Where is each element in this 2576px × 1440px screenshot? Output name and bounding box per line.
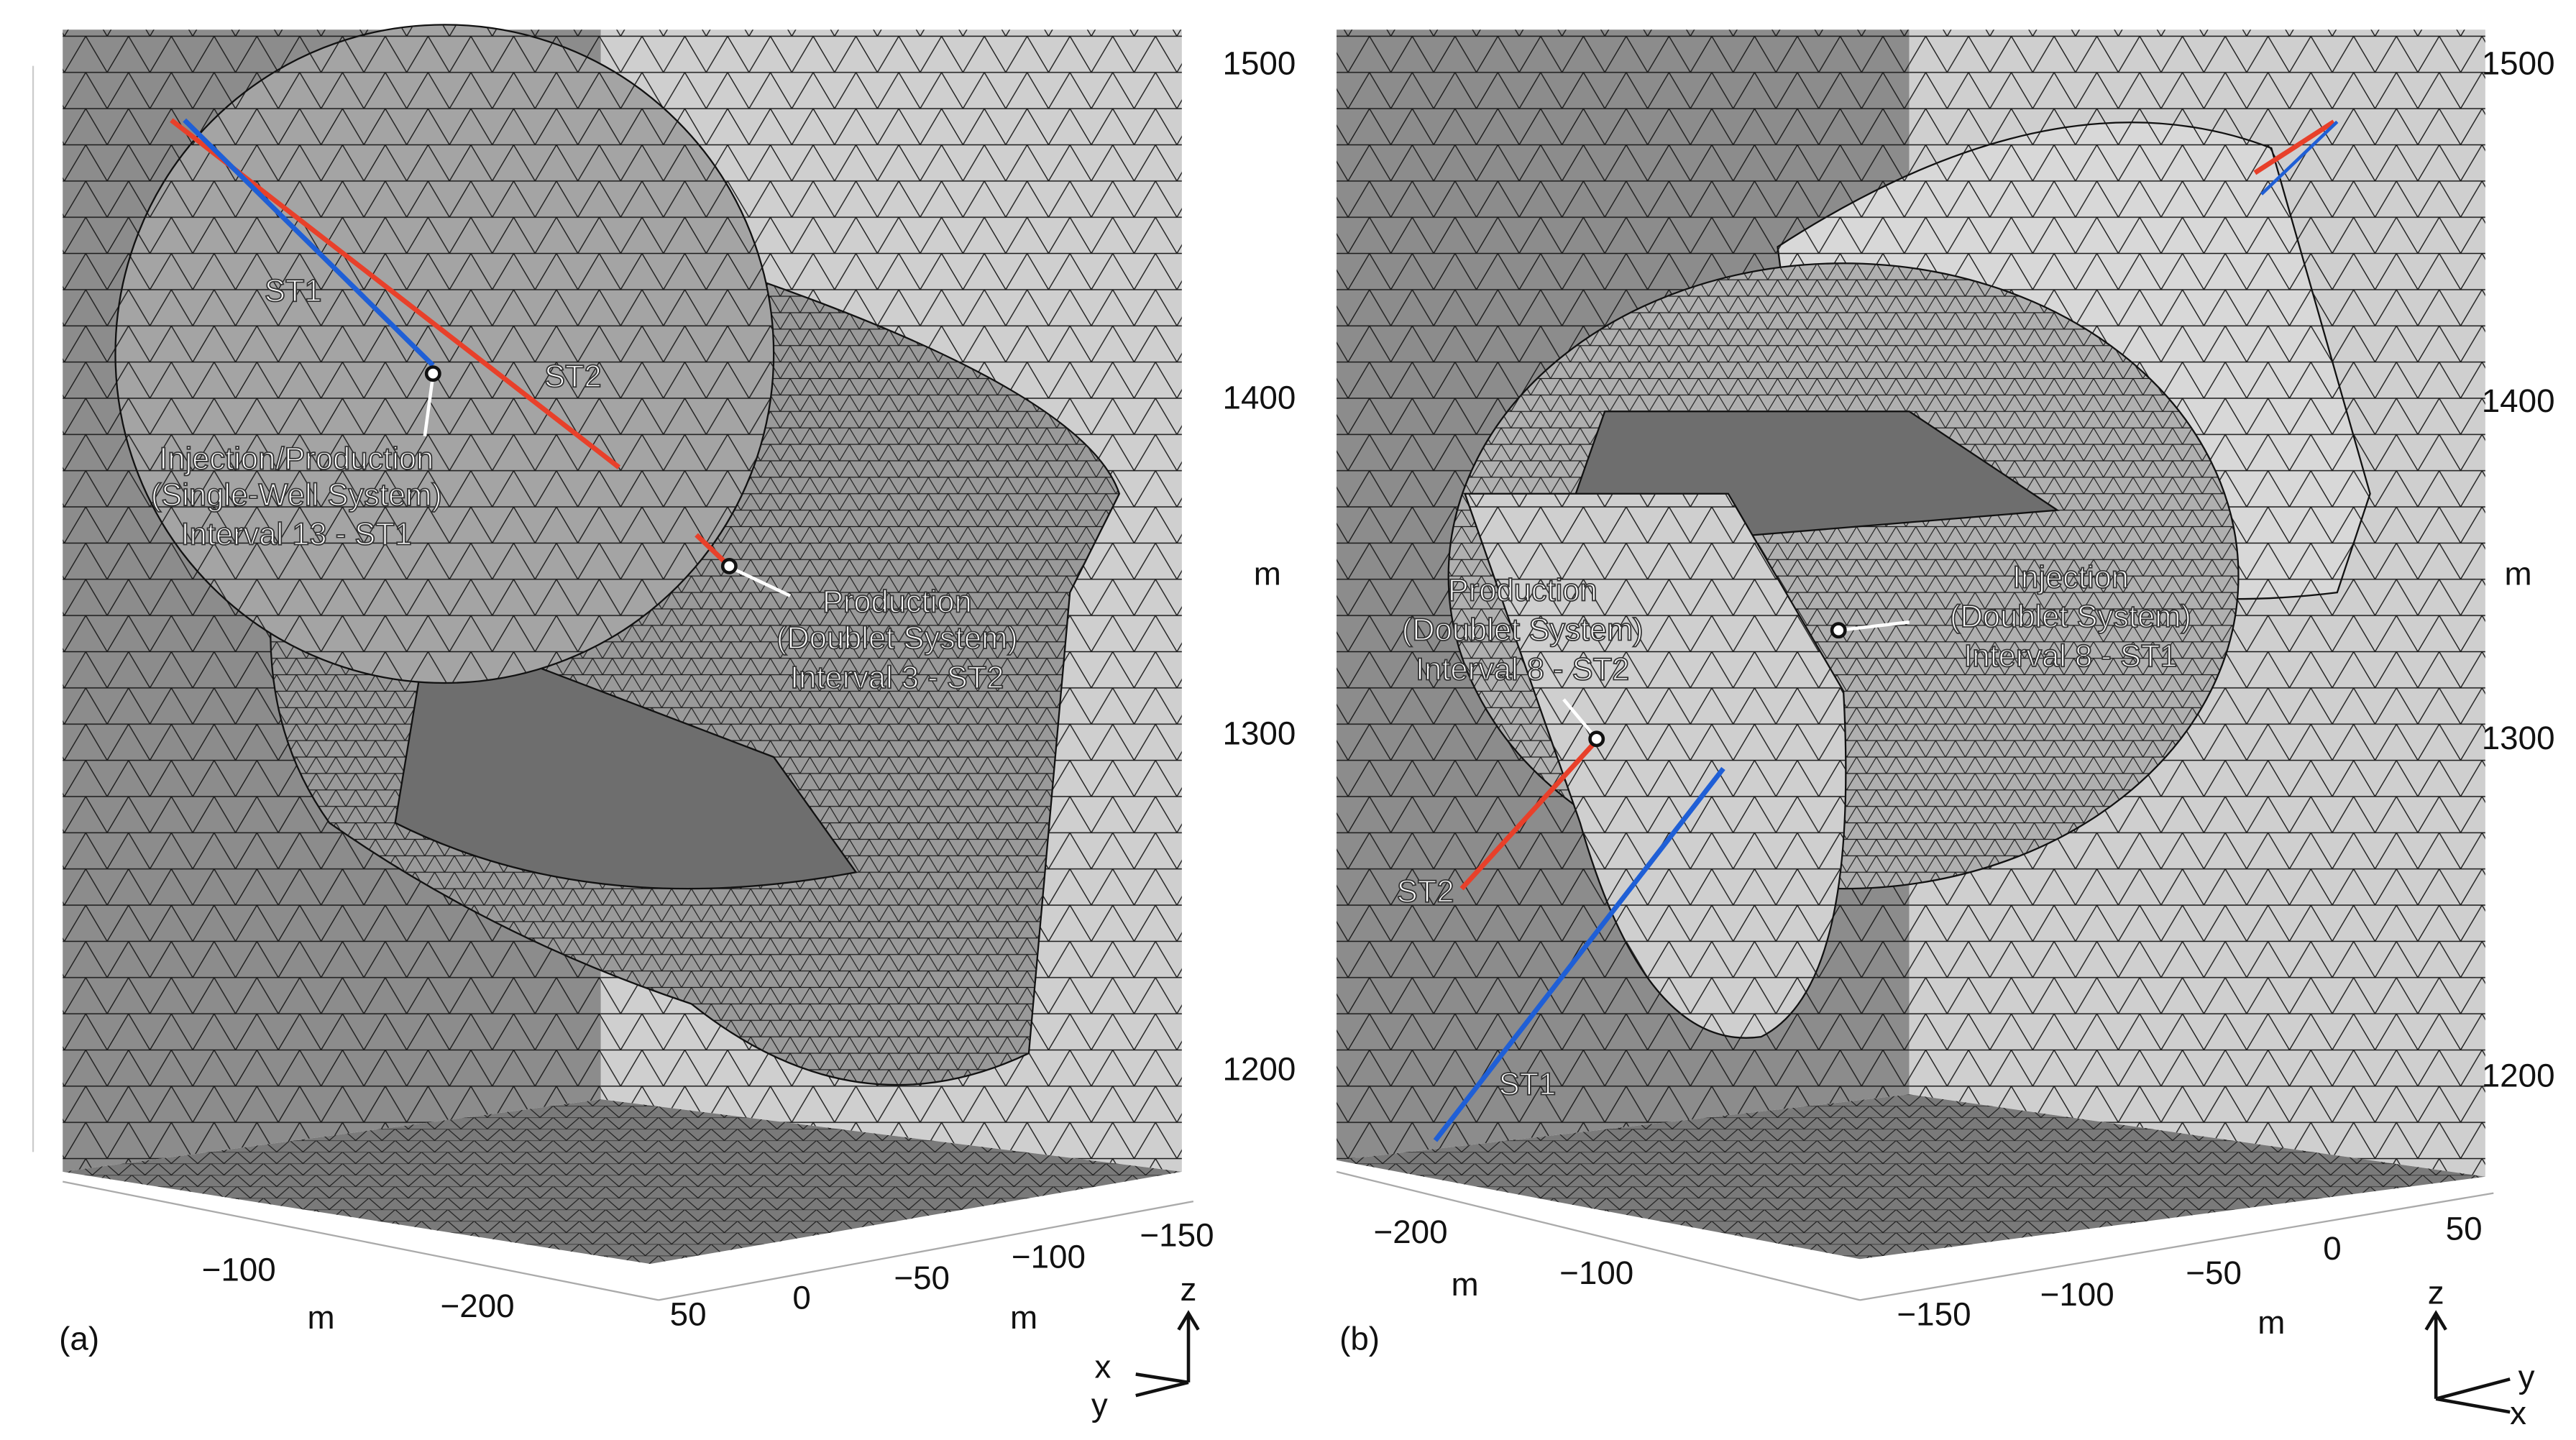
h-tick-label: −150 [1897, 1295, 1971, 1332]
axis-unit: m [2505, 555, 2532, 592]
interval-marker [424, 365, 441, 382]
panel-label: (b) [1339, 1321, 1380, 1357]
triad-label: y [2518, 1358, 2535, 1395]
axis-unit: m [308, 1299, 335, 1336]
z-tick-label: 1400 [2482, 382, 2555, 419]
axis-triad [2424, 1310, 2511, 1414]
well-st1-top [2260, 120, 2339, 196]
axis-triad [1135, 1310, 1200, 1398]
z-tick-label: 1200 [2482, 1057, 2555, 1093]
axis-unit: m [1254, 555, 1281, 592]
well-label: ST1 [265, 274, 322, 308]
interval-marker [1830, 622, 1847, 639]
interval-marker [1588, 730, 1605, 748]
interval-marker [720, 558, 738, 574]
well-st2-top [2253, 119, 2336, 175]
annotation: (Doublet System) [776, 621, 1018, 656]
well-st1 [183, 118, 435, 367]
annotation: Interval 8 - ST1 [1963, 639, 2177, 674]
floor-mesh [1337, 1094, 2485, 1260]
z-tick-label: 1300 [1223, 715, 1296, 751]
panel-b-scene [1336, 29, 2511, 1414]
leader-line [1562, 698, 1598, 740]
h-tick-label: 0 [792, 1280, 810, 1316]
disk-shadow [394, 624, 858, 890]
h-tick-label: −50 [894, 1260, 950, 1296]
h-tick-label: −200 [1373, 1214, 1447, 1250]
axis-unit: m [1452, 1266, 1479, 1303]
axis-line [1336, 1170, 1861, 1301]
annotation: Production [1448, 574, 1598, 608]
h-tick-label: 0 [2323, 1230, 2341, 1267]
annotation: (Single-Well System) [151, 478, 442, 513]
axis-unit: m [2258, 1304, 2285, 1341]
annotation: Production [822, 585, 972, 620]
panel-a-scene [32, 24, 1200, 1398]
annotation: Injection [2012, 560, 2129, 595]
well-st1 [1433, 766, 1725, 1142]
leader-line [423, 375, 435, 436]
disk-mesh [115, 24, 774, 683]
panel-label: (a) [59, 1321, 99, 1357]
annotation: (Doublet System) [1950, 600, 2191, 634]
annotation: Interval 13 - ST1 [181, 518, 412, 552]
disk-mesh [1465, 493, 1846, 1038]
axis-line [63, 1180, 659, 1301]
z-tick-label: 1500 [1223, 45, 1296, 82]
h-tick-label: −100 [1012, 1238, 1086, 1275]
well-label: ST2 [1397, 874, 1454, 909]
triad-label: z [2428, 1275, 2444, 1311]
annotation: Injection/Production [159, 441, 434, 476]
triad-label: z [1181, 1271, 1197, 1308]
well-label: ST1 [1499, 1067, 1557, 1101]
h-tick-label: −150 [1140, 1217, 1214, 1254]
annotation: (Doublet System) [1402, 613, 1644, 648]
leader-line [730, 566, 792, 597]
triad-label: x [2510, 1395, 2526, 1431]
h-tick-label: 50 [670, 1295, 707, 1332]
h-tick-label: −100 [2040, 1276, 2114, 1313]
triad-label: x [1095, 1349, 1111, 1385]
annotation: Interval 3 - ST2 [790, 661, 1004, 695]
h-tick-label: −50 [2186, 1255, 2242, 1291]
triad-label: y [1091, 1386, 1108, 1423]
h-tick-label: −200 [441, 1288, 515, 1324]
z-tick-label: 1400 [1223, 379, 1296, 416]
well-label: ST2 [544, 359, 602, 394]
axis-line [1859, 1192, 2494, 1301]
h-tick-label: 50 [2446, 1210, 2483, 1247]
axis-line [658, 1200, 1194, 1301]
axis-unit: m [1010, 1299, 1037, 1336]
h-tick-label: −100 [202, 1252, 276, 1288]
annotation: Interval 8 - ST2 [1416, 652, 1629, 687]
h-tick-label: −100 [1559, 1255, 1633, 1291]
well-st2 [1459, 738, 1599, 891]
floor-mesh [63, 1099, 1182, 1265]
z-tick-label: 1500 [2482, 45, 2555, 82]
z-tick-label: 1200 [1223, 1050, 1296, 1087]
z-tick-label: 1300 [2482, 720, 2555, 756]
leader-line [1838, 620, 1910, 633]
